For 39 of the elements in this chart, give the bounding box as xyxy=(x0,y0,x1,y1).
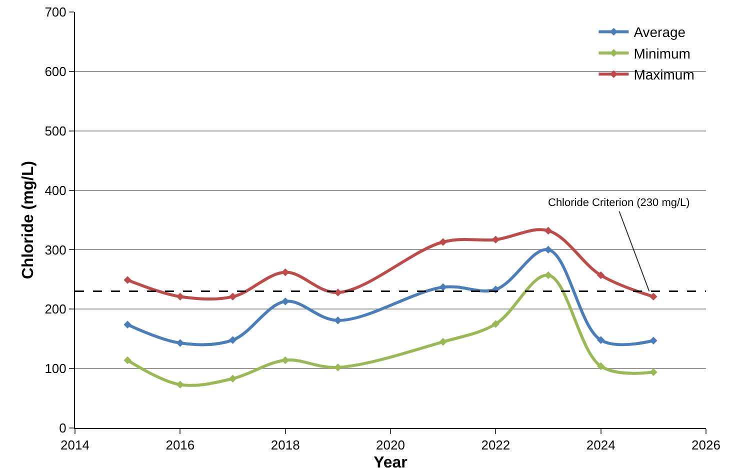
legend-label: Maximum xyxy=(634,66,694,83)
point xyxy=(439,338,447,346)
y-tick-label: 400 xyxy=(44,182,66,198)
y-tick-label: 500 xyxy=(44,123,66,138)
ref-line-label: Chloride Criterion (230 mg/L) xyxy=(548,197,690,209)
point xyxy=(334,316,342,324)
point xyxy=(596,271,605,280)
point xyxy=(650,368,658,376)
x-tick-label: 2020 xyxy=(376,438,405,453)
x-tick-label: 2016 xyxy=(166,438,195,453)
y-tick-label: 600 xyxy=(44,64,66,79)
y-axis-title: Chloride (mg/L) xyxy=(20,160,37,280)
y-tick-label: 200 xyxy=(44,302,66,317)
point xyxy=(228,374,237,383)
point xyxy=(596,336,605,344)
point xyxy=(124,356,132,364)
y-tick-label: 0 xyxy=(59,420,66,436)
x-tick-label: 2022 xyxy=(481,438,510,453)
point xyxy=(124,320,132,328)
point xyxy=(439,283,447,292)
point xyxy=(596,362,605,370)
x-axis-title: Year xyxy=(374,454,408,472)
point xyxy=(492,320,500,328)
point xyxy=(228,336,237,344)
point xyxy=(124,276,132,284)
point xyxy=(650,336,658,345)
y-tick-label: 700 xyxy=(44,4,66,20)
point xyxy=(544,226,552,235)
legend-label: Minimum xyxy=(634,45,690,62)
legend-label: Average xyxy=(634,24,686,40)
x-tick-label: 2014 xyxy=(60,438,90,453)
x-tick-label: 2018 xyxy=(270,438,300,453)
x-tick-label: 2024 xyxy=(586,438,616,453)
point xyxy=(228,292,237,301)
x-tick-label: 2026 xyxy=(692,438,720,453)
point xyxy=(650,292,658,301)
y-tick-label: 100 xyxy=(44,361,66,376)
y-tick-label: 300 xyxy=(44,242,66,258)
point xyxy=(439,238,447,246)
